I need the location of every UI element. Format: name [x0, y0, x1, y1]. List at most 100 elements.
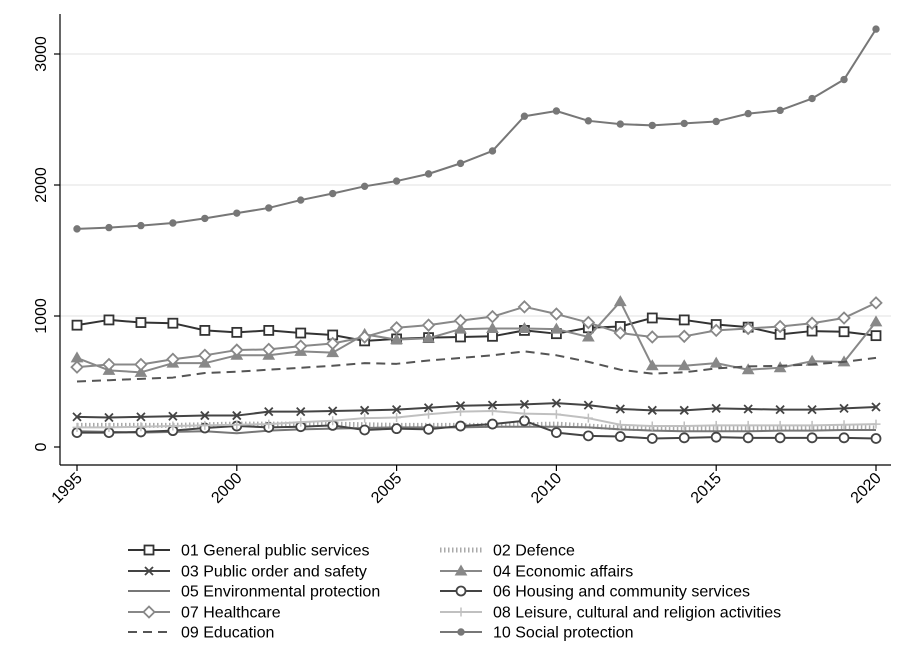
data-point-s10: [105, 223, 113, 232]
data-point-s07: [453, 313, 468, 328]
data-point-s08: [775, 420, 785, 430]
data-point-s01: [870, 330, 882, 342]
data-point-s10: [137, 221, 145, 230]
gridlines: [60, 53, 891, 317]
series-line-s03: [76, 402, 877, 419]
data-point-s10: [520, 112, 529, 120]
legend-item-s04: 04 Economic affairs: [440, 564, 633, 581]
data-point-s07: [485, 309, 500, 324]
data-point-s08: [424, 409, 434, 419]
data-point-s08: [647, 421, 657, 431]
data-point-s03: [328, 406, 338, 416]
data-point-s07: [709, 323, 723, 338]
data-point-s08: [104, 422, 114, 432]
data-point-s10: [297, 196, 305, 204]
legend-label-s08: 08 Leisure, cultural and religion activi…: [493, 605, 781, 622]
data-point-s10: [328, 189, 337, 198]
data-point-s06: [838, 432, 850, 444]
data-point-s04: [422, 331, 435, 343]
data-point-s10: [808, 94, 816, 103]
data-point-s06: [455, 420, 466, 432]
data-point-s06: [870, 433, 882, 444]
legend-label-s10: 10 Social protection: [493, 625, 634, 642]
data-point-s07: [869, 296, 883, 310]
data-point-s10: [872, 25, 880, 33]
series-line-s08: [77, 409, 877, 429]
data-point-s10: [584, 117, 593, 125]
data-point-s03: [551, 398, 562, 408]
legend-label-s07: 07 Healthcare: [181, 605, 281, 622]
data-point-s06: [614, 431, 626, 442]
legend-item-s03: 03 Public order and safety: [128, 564, 367, 581]
data-point-s07: [517, 300, 532, 314]
data-point-s08: [679, 421, 689, 431]
data-point-s03: [232, 410, 242, 421]
data-point-s10: [456, 159, 465, 168]
data-point-s04: [613, 295, 627, 307]
data-point-s08: [296, 417, 306, 427]
data-point-s06: [678, 432, 690, 444]
data-point-s03: [168, 411, 178, 421]
series-s07: [70, 296, 883, 374]
legend-item-s08: 08 Leisure, cultural and religion activi…: [440, 605, 781, 622]
data-point-s10: [488, 147, 497, 155]
data-point-s04: [869, 315, 883, 327]
y-tick-label: 2000: [33, 167, 50, 203]
data-point-s08: [72, 422, 82, 432]
data-point-s03: [743, 404, 753, 414]
data-point-s10: [648, 121, 656, 130]
data-point-s08: [871, 419, 881, 429]
data-point-s01: [71, 319, 83, 331]
legend-item-s02: 02 Defence: [440, 543, 575, 560]
data-point-s01: [231, 326, 243, 338]
legend-marker-s07: [142, 605, 156, 619]
data-point-s07: [102, 357, 116, 372]
series-line-s05: [76, 425, 876, 435]
series-s10: [73, 25, 880, 233]
legend-label-s09: 09 Education: [181, 625, 274, 642]
data-point-s07: [741, 321, 755, 336]
data-point-s04: [709, 356, 723, 368]
data-point-s04: [741, 363, 755, 375]
data-point-s03: [136, 412, 146, 422]
data-point-s08: [519, 409, 529, 419]
legend-label-s04: 04 Economic affairs: [493, 564, 633, 581]
data-point-s10: [776, 106, 784, 115]
x-tick-label: 2000: [208, 470, 245, 507]
data-point-s06: [742, 432, 754, 444]
data-point-s08: [264, 419, 274, 429]
data-point-s07: [549, 307, 564, 321]
data-point-s01: [455, 331, 466, 343]
legend-marker-s01: [143, 544, 155, 556]
data-point-s10: [616, 120, 625, 128]
series-line-s04: [76, 300, 877, 374]
data-point-s07: [581, 315, 596, 330]
data-point-s03: [200, 410, 210, 421]
legend-item-s10: 10 Social protection: [440, 625, 634, 642]
data-point-s08: [136, 422, 146, 432]
data-point-s10: [360, 182, 369, 191]
data-point-s03: [360, 405, 370, 415]
data-point-s07: [357, 330, 372, 344]
data-point-s06: [551, 427, 562, 438]
legend-label-s05: 05 Environmental protection: [181, 584, 380, 601]
data-point-s06: [774, 432, 786, 444]
data-point-s07: [645, 330, 660, 344]
data-point-s01: [295, 327, 307, 339]
data-point-s07: [325, 336, 340, 351]
data-point-s03: [519, 399, 530, 410]
y-tick-label: 0: [33, 442, 50, 451]
legend-label-s02: 02 Defence: [493, 543, 575, 560]
data-point-s06: [582, 430, 594, 442]
data-point-s10: [712, 117, 720, 126]
data-point-s06: [391, 423, 403, 435]
data-point-s04: [454, 322, 467, 334]
legend-marker-s08: [456, 607, 466, 617]
data-point-s08: [711, 420, 721, 430]
data-point-s10: [73, 225, 81, 233]
data-point-s03: [871, 402, 881, 412]
data-point-s03: [72, 412, 82, 422]
legend-marker-s10: [457, 628, 465, 636]
data-point-s06: [806, 432, 818, 444]
